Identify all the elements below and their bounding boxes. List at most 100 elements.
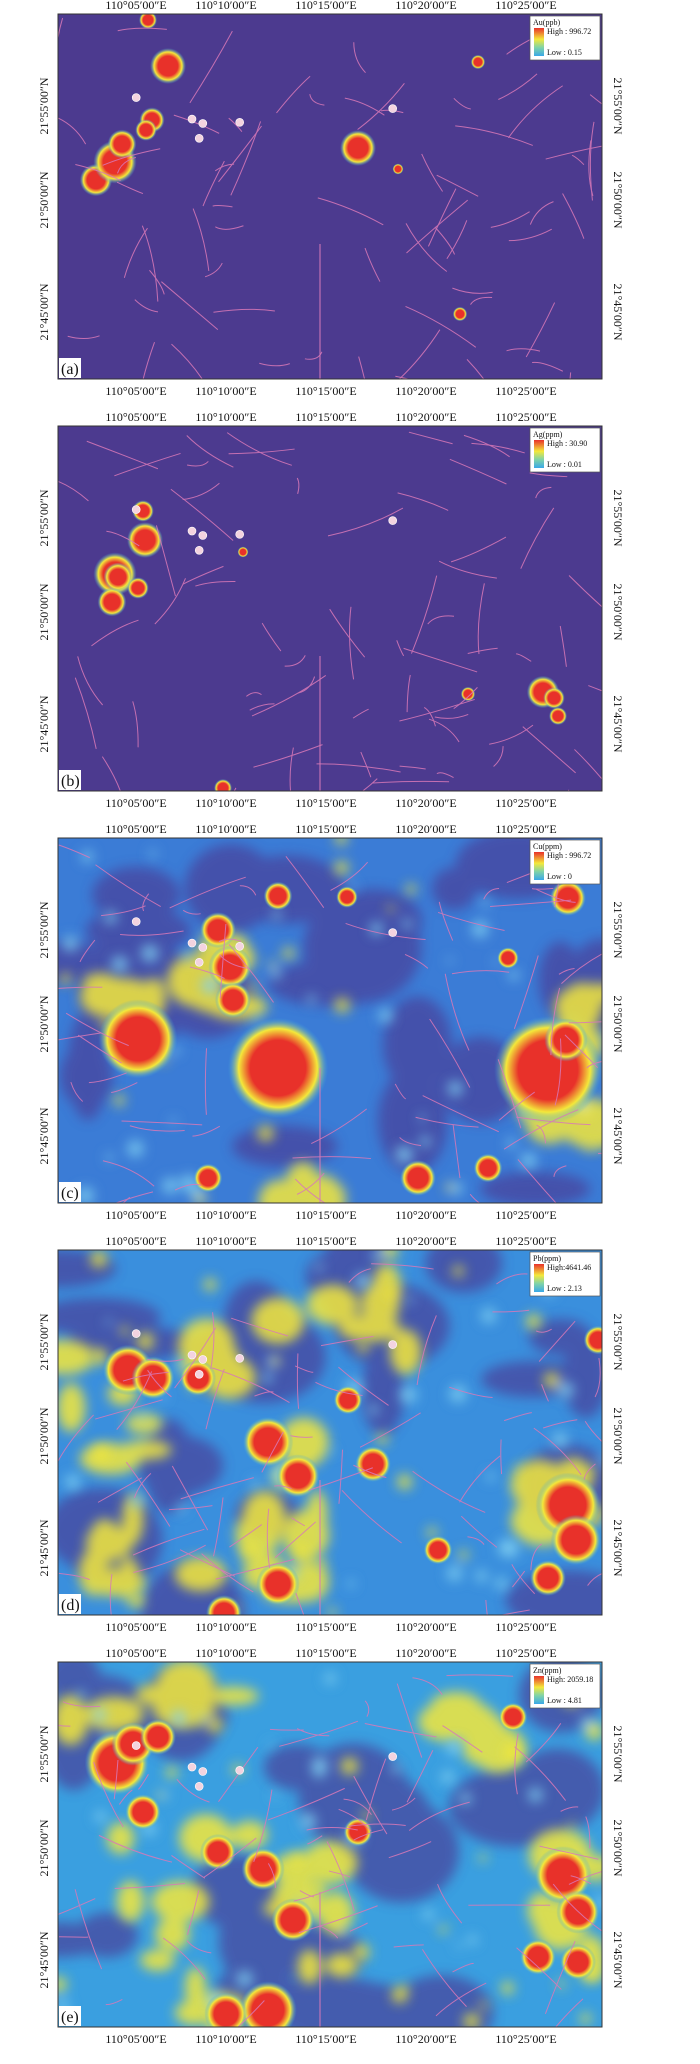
longitude-label-bottom: 110°25′00″E	[495, 1620, 556, 1634]
sample-point	[131, 1741, 141, 1750]
longitude-label-bottom: 110°25′00″E	[495, 796, 556, 810]
longitude-label-top: 110°05′00″E	[105, 824, 166, 836]
map-frame	[57, 837, 603, 1204]
longitude-label-bottom: 110°05′00″E	[105, 2032, 166, 2046]
longitude-label-bottom: 110°05′00″E	[105, 1620, 166, 1634]
anomaly-hotspot	[336, 886, 358, 908]
longitude-label-top: 110°10′00″E	[195, 824, 256, 836]
map-area-d	[58, 1250, 602, 1615]
anomaly-hotspot	[237, 546, 249, 558]
sample-point	[388, 1340, 398, 1349]
latitude-label-right: 21°45′00″N	[611, 283, 625, 340]
legend-low: Low : 0	[547, 872, 572, 881]
panel-label-background	[59, 1182, 81, 1202]
longitude-label-top: 110°15′00″E	[295, 1236, 356, 1248]
longitude-label-bottom: 110°15′00″E	[295, 1208, 356, 1222]
map-area-b	[58, 426, 602, 791]
longitude-label-bottom: 110°10′00″E	[195, 1208, 256, 1222]
legend: Cu(ppm)High : 996.72 Low : 0	[529, 839, 601, 885]
map-area-e	[58, 1662, 602, 2027]
longitude-label-bottom: 110°10′00″E	[195, 1620, 256, 1634]
panel-label: (d)	[61, 1597, 80, 1614]
map-background	[58, 426, 602, 791]
anomaly-hotspot	[206, 1595, 242, 1615]
longitude-label-bottom: 110°25′00″E	[495, 1208, 556, 1222]
sample-point	[187, 114, 197, 124]
anomaly-hotspot	[400, 1160, 436, 1196]
longitude-label-bottom: 110°15′00″E	[295, 796, 356, 810]
anomaly-hotspot	[340, 130, 376, 166]
legend-title: Ag(ppm)	[533, 430, 563, 439]
map-area-a	[58, 14, 602, 379]
longitude-label-top: 110°25′00″E	[495, 824, 556, 836]
map-frame	[57, 13, 603, 380]
map-frame	[57, 1661, 603, 2028]
latitude-label-right: 21°50′00″N	[611, 171, 625, 228]
anomaly-hotspot	[97, 587, 127, 617]
sample-point	[235, 1766, 244, 1775]
anomaly-hotspot	[200, 1834, 236, 1870]
legend-color-ramp	[534, 1676, 544, 1704]
anomaly-hotspot	[271, 1898, 315, 1942]
anomaly-hotspot	[543, 687, 565, 709]
longitude-label-bottom: 110°15′00″E	[295, 384, 356, 398]
anomaly-hotspot	[127, 522, 163, 558]
panel-label-background	[59, 358, 81, 378]
latitude-label-right: 21°55′00″N	[611, 1313, 625, 1370]
latitude-label-left: 21°55′00″N	[37, 77, 51, 134]
latitude-label-right: 21°45′00″N	[611, 695, 625, 752]
anomaly-hotspot	[239, 1981, 297, 2027]
anomaly-hotspot	[242, 1416, 294, 1468]
longitude-label-bottom: 110°05′00″E	[105, 1208, 166, 1222]
anomaly-hotspot	[204, 1992, 248, 2027]
map-panel-b: 110°05′00″E 110°10′00″E 110°15′00″E 110°20′…	[0, 412, 700, 824]
fault-lines	[58, 1263, 602, 1615]
legend-color-ramp	[534, 1264, 544, 1292]
latitude-label-left: 21°55′00″N	[37, 489, 51, 546]
sample-point	[198, 119, 208, 128]
sample-point	[235, 530, 244, 539]
sample-point	[131, 917, 141, 926]
longitude-label-top: 110°15′00″E	[295, 1648, 356, 1660]
legend-title: Pb(ppm)	[533, 1254, 561, 1263]
anomaly-hotspot	[193, 1163, 223, 1193]
longitude-label-top: 110°25′00″E	[495, 412, 556, 424]
anomaly-hotspot	[140, 1719, 176, 1755]
longitude-label-top: 110°10′00″E	[195, 1236, 256, 1248]
latitude-label-left: 21°45′00″N	[37, 1931, 51, 1988]
legend-high: High : 30.90	[547, 439, 587, 448]
latitude-label-left: 21°45′00″N	[37, 1107, 51, 1164]
longitude-label-bottom: 110°20′00″E	[395, 796, 456, 810]
map-frame	[57, 425, 603, 792]
longitude-label-bottom: 110°10′00″E	[195, 796, 256, 810]
anomaly-hotspot	[98, 999, 178, 1079]
anomaly-hotspot	[208, 945, 252, 989]
map-svg-d: 110°05′00″E 110°10′00″E 110°15′00″E 110°20′…	[37, 1236, 625, 1634]
latitude-label-right: 21°45′00″N	[611, 1519, 625, 1576]
anomaly-hotspot	[333, 1385, 363, 1415]
sample-point	[388, 104, 398, 113]
sample-point	[131, 93, 141, 102]
anomaly-hotspot	[560, 1944, 596, 1980]
legend-color-ramp	[534, 852, 544, 880]
sample-point	[388, 928, 398, 937]
anomaly-hotspot	[241, 1847, 285, 1891]
panel-label-background	[59, 2006, 81, 2026]
latitude-label-right: 21°55′00″N	[611, 1725, 625, 1782]
longitude-label-top: 110°25′00″E	[495, 1236, 556, 1248]
anomaly-hotspot	[200, 912, 236, 948]
anomaly-hotspot	[125, 1794, 161, 1830]
anomaly-hotspot	[452, 306, 468, 322]
map-frame	[57, 1249, 603, 1616]
latitude-label-right: 21°45′00″N	[611, 1107, 625, 1164]
latitude-label-left: 21°50′00″N	[37, 583, 51, 640]
anomaly-hotspot	[343, 1817, 373, 1847]
map-background	[58, 14, 602, 379]
latitude-label-right: 21°50′00″N	[611, 583, 625, 640]
anomaly-hotspot	[530, 1560, 566, 1596]
longitude-label-top: 110°05′00″E	[105, 1648, 166, 1660]
legend-title: Zn(ppm)	[533, 1666, 562, 1675]
longitude-label-top: 110°20′00″E	[395, 1236, 456, 1248]
sample-point	[194, 134, 204, 143]
anomaly-hotspot	[215, 982, 251, 1018]
